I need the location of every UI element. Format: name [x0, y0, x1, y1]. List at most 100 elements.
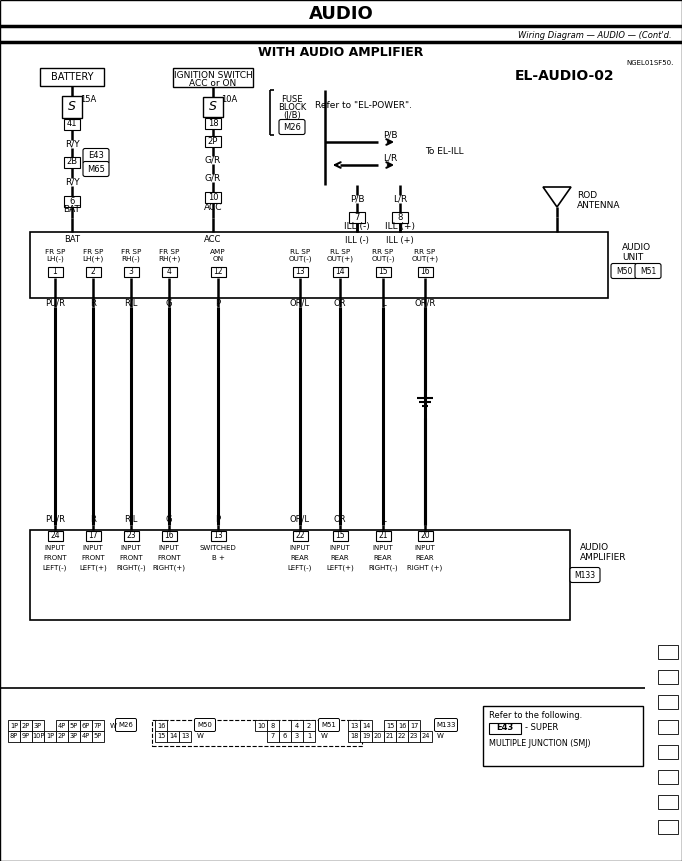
Bar: [348, 720, 360, 731]
Text: L: L: [381, 299, 385, 307]
Bar: [349, 212, 365, 222]
Text: 2: 2: [91, 268, 95, 276]
Bar: [64, 157, 80, 168]
Text: 18: 18: [208, 119, 218, 127]
Text: FR SP: FR SP: [45, 249, 65, 255]
Text: BAT: BAT: [64, 236, 80, 245]
Text: LEFT(+): LEFT(+): [79, 565, 107, 571]
Text: 5P: 5P: [70, 722, 78, 728]
Bar: [80, 720, 92, 731]
Text: R/Y: R/Y: [65, 139, 79, 148]
Bar: [179, 731, 191, 742]
Bar: [658, 645, 678, 659]
Text: 3: 3: [295, 734, 299, 740]
Text: 1P: 1P: [10, 722, 18, 728]
Text: EL-AUDIO-02: EL-AUDIO-02: [515, 69, 614, 83]
Text: FR SP: FR SP: [121, 249, 141, 255]
Text: RIGHT(-): RIGHT(-): [116, 565, 146, 571]
Text: 6: 6: [283, 734, 287, 740]
Text: R: R: [90, 299, 96, 307]
Text: P: P: [216, 515, 220, 523]
Bar: [64, 195, 80, 207]
Text: ILL (+): ILL (+): [385, 221, 415, 231]
Bar: [384, 731, 396, 742]
Text: WITH AUDIO AMPLIFIER: WITH AUDIO AMPLIFIER: [258, 46, 424, 59]
Text: INPUT: INPUT: [159, 545, 179, 551]
Text: To EL-ILL: To EL-ILL: [425, 147, 464, 157]
Text: OUT(+): OUT(+): [327, 256, 353, 263]
Text: OR: OR: [333, 515, 346, 523]
Bar: [360, 731, 372, 742]
Text: INPUT: INPUT: [329, 545, 351, 551]
Text: LH(-): LH(-): [46, 256, 64, 263]
Text: FRONT: FRONT: [43, 555, 67, 561]
Text: 14: 14: [335, 268, 345, 276]
Text: R/L: R/L: [124, 299, 138, 307]
Text: M26: M26: [119, 722, 134, 728]
Text: FR SP: FR SP: [83, 249, 103, 255]
Text: 41: 41: [67, 120, 77, 128]
Text: INPUT: INPUT: [290, 545, 310, 551]
Text: OUT(-): OUT(-): [288, 256, 312, 263]
Text: ANTENNA: ANTENNA: [577, 201, 621, 209]
Text: 2P: 2P: [208, 137, 218, 146]
Text: 10P: 10P: [32, 734, 44, 740]
Bar: [68, 731, 80, 742]
Text: ILL (+): ILL (+): [386, 236, 414, 245]
Bar: [408, 731, 420, 742]
Bar: [203, 97, 223, 117]
Text: 2: 2: [307, 722, 311, 728]
Text: LEFT(-): LEFT(-): [43, 565, 68, 571]
Text: (J/B): (J/B): [283, 110, 301, 120]
Text: 13: 13: [181, 734, 189, 740]
Text: P: P: [216, 299, 220, 307]
Bar: [85, 267, 100, 277]
Text: 1: 1: [307, 734, 311, 740]
Text: S: S: [209, 101, 217, 114]
Bar: [303, 731, 315, 742]
Text: L/R: L/R: [393, 195, 407, 203]
Text: L: L: [381, 515, 385, 523]
Text: INPUT: INPUT: [372, 545, 394, 551]
Text: 6: 6: [70, 196, 75, 206]
Text: 10: 10: [208, 193, 218, 201]
Bar: [658, 820, 678, 834]
Text: ON: ON: [212, 256, 224, 262]
Text: LH(+): LH(+): [83, 256, 104, 263]
Bar: [211, 267, 226, 277]
Text: Refer to the following.: Refer to the following.: [489, 710, 582, 720]
Text: 23: 23: [126, 531, 136, 541]
Text: 2B: 2B: [66, 158, 78, 166]
Text: REAR: REAR: [331, 555, 349, 561]
Text: M133: M133: [436, 722, 456, 728]
Text: RL SP: RL SP: [290, 249, 310, 255]
Bar: [255, 720, 267, 731]
Text: ACC or ON: ACC or ON: [190, 78, 237, 88]
Text: 16: 16: [420, 268, 430, 276]
Bar: [658, 720, 678, 734]
Text: FRONT: FRONT: [157, 555, 181, 561]
Bar: [658, 795, 678, 809]
Bar: [293, 267, 308, 277]
Bar: [417, 531, 432, 541]
Bar: [155, 731, 167, 742]
Text: INPUT: INPUT: [121, 545, 141, 551]
Text: 14: 14: [362, 722, 370, 728]
Text: BATTERY: BATTERY: [50, 72, 93, 82]
Text: LEFT(+): LEFT(+): [326, 565, 354, 571]
Text: RIGHT(+): RIGHT(+): [153, 565, 186, 571]
Text: G/R: G/R: [205, 156, 221, 164]
Bar: [205, 191, 221, 202]
Bar: [392, 212, 408, 222]
Text: NGEL01SF50.: NGEL01SF50.: [627, 60, 674, 66]
Text: L/R: L/R: [383, 153, 397, 163]
Bar: [162, 267, 177, 277]
Bar: [68, 720, 80, 731]
Text: E43: E43: [88, 152, 104, 160]
Text: 4: 4: [295, 722, 299, 728]
Bar: [85, 531, 100, 541]
FancyBboxPatch shape: [115, 718, 136, 732]
FancyBboxPatch shape: [570, 567, 600, 583]
Bar: [92, 731, 104, 742]
Text: SWITCHED: SWITCHED: [200, 545, 237, 551]
